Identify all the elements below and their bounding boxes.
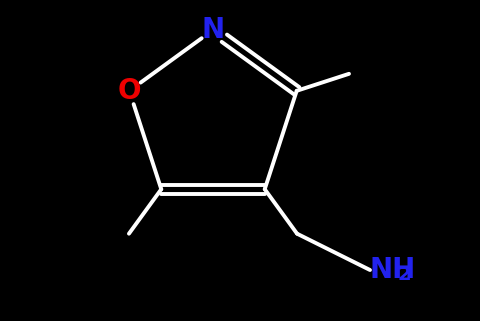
Text: 2: 2 <box>397 265 411 283</box>
Text: N: N <box>201 16 224 44</box>
Text: O: O <box>117 77 141 105</box>
Text: NH: NH <box>369 256 415 284</box>
